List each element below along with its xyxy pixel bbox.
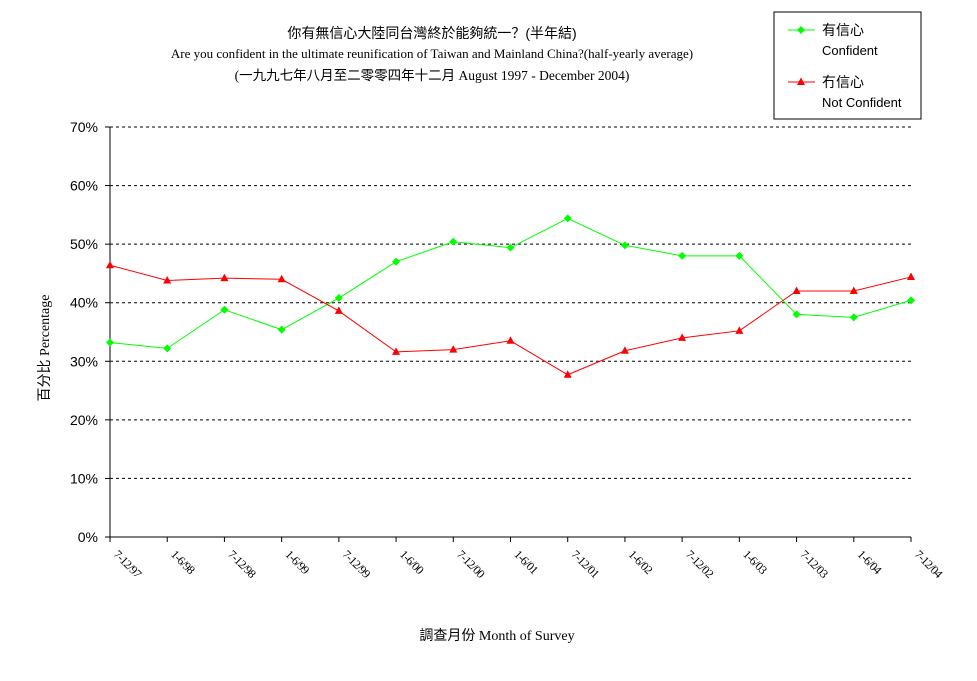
legend-label: 有信心 — [822, 22, 864, 38]
data-point — [277, 325, 286, 334]
x-tick-label: 1-6/02 — [626, 547, 656, 577]
data-point — [678, 251, 687, 260]
data-point — [563, 214, 572, 223]
y-tick-label: 20% — [70, 412, 98, 428]
data-point — [392, 347, 401, 355]
data-point — [620, 346, 629, 354]
legend-label: 冇信心 — [822, 74, 864, 90]
series-confident — [106, 214, 915, 353]
data-point — [792, 286, 801, 294]
data-point — [563, 370, 572, 378]
y-tick-label: 40% — [70, 295, 98, 311]
y-tick-label: 50% — [70, 236, 98, 252]
legend: 有信心 Confident 冇信心 Not Confident — [773, 11, 922, 120]
x-tick-label: 1-6/04 — [855, 547, 885, 577]
y-tick-label: 60% — [70, 178, 98, 194]
data-point — [106, 260, 114, 269]
series — [106, 214, 915, 378]
legend-item: 有信心 Confident — [788, 22, 878, 58]
data-point — [735, 251, 744, 260]
axes — [105, 126, 912, 542]
series-line — [109, 264, 912, 376]
data-point — [735, 326, 744, 334]
x-tick-label: 1-6/03 — [740, 547, 770, 577]
data-point — [620, 241, 629, 250]
y-axis-label: 百分比 Percentage — [37, 295, 53, 402]
data-point — [163, 275, 172, 284]
x-tick-label: 7-12/98 — [225, 547, 259, 581]
data-point — [220, 305, 229, 314]
data-point — [449, 345, 458, 353]
data-point — [449, 237, 458, 246]
x-tick-label: 7-12/04 — [912, 547, 946, 581]
legend-item: 冇信心 Not Confident — [788, 74, 902, 110]
legend-label-en: Not Confident — [822, 95, 902, 110]
data-point — [907, 296, 915, 305]
y-tick-label: 70% — [70, 119, 98, 135]
y-tick-labels: 0% 10% 20% 30% 40% 50% 60% 70% — [70, 119, 98, 545]
gridlines — [110, 126, 911, 479]
x-tick-label: 1-6/00 — [397, 547, 427, 577]
series-line — [109, 217, 912, 349]
data-point — [506, 243, 515, 252]
y-tick-label: 10% — [70, 470, 98, 486]
data-point — [849, 286, 858, 294]
legend-marker — [797, 26, 805, 34]
x-tick-label: 7-12/97 — [111, 547, 145, 581]
x-tick-label: 7-12/99 — [340, 547, 374, 581]
legend-label-en: Confident — [822, 43, 878, 58]
data-point — [678, 333, 687, 341]
x-tick-label: 7-12/02 — [683, 547, 717, 581]
x-tick-label: 7-12/01 — [569, 547, 603, 581]
data-point — [334, 306, 343, 314]
data-point — [907, 272, 915, 280]
x-axis-label: 調查月份 Month of Survey — [419, 628, 574, 644]
data-point — [220, 273, 229, 282]
x-tick-label: 1-6/99 — [283, 547, 313, 577]
chart-subtitle: Are you confident in the ultimate reunif… — [171, 46, 693, 61]
data-point — [334, 294, 343, 303]
y-tick-label: 30% — [70, 353, 98, 369]
data-point — [506, 336, 515, 344]
data-point — [163, 344, 172, 353]
x-tick-label: 7-12/03 — [797, 547, 831, 581]
legend-marker — [797, 77, 805, 85]
data-point — [392, 257, 401, 266]
x-tick-labels: 7-12/97 1-6/98 7-12/98 1-6/99 7-12/99 1-6/00 7… — [111, 547, 946, 581]
x-tick-label: 7-12/00 — [454, 547, 488, 581]
data-point — [792, 310, 801, 319]
x-tick-label: 1-6/01 — [511, 547, 541, 577]
series-not-confident — [106, 260, 915, 378]
y-tick-label: 0% — [78, 529, 98, 545]
chart-subtitle-range: (一九九七年八月至二零零四年十二月 August 1997 - December… — [235, 68, 630, 83]
x-tick-label: 1-6/98 — [168, 547, 198, 577]
data-point — [106, 338, 114, 347]
chart-title: 你有無信心大陸同台灣終於能夠統一？(半年結) — [287, 25, 576, 41]
data-point — [849, 313, 858, 322]
data-point — [277, 274, 286, 283]
